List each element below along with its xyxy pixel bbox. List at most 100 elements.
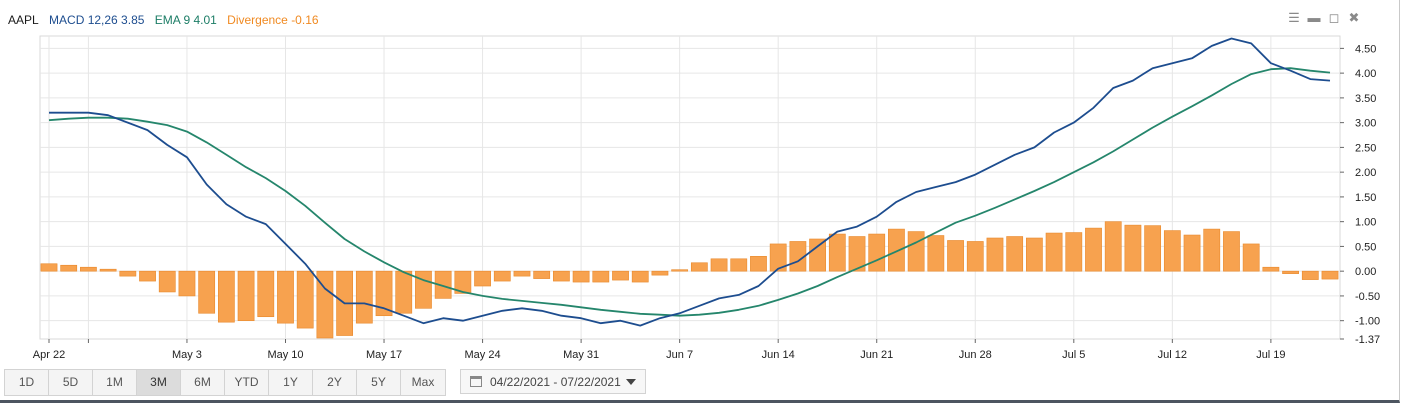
x-tick-label: May 24 [465,349,501,361]
divergence-bar [493,270,511,282]
minimize-icon[interactable]: ▬ [1307,10,1321,25]
range-button-5d[interactable]: 5D [49,370,93,395]
legend-ema[interactable]: EMA 9 4.01 [154,13,217,27]
divergence-bar [434,270,452,299]
y-tick-label: 3.50 [1355,93,1376,105]
legend-divergence[interactable]: Divergence -0.16 [227,13,319,27]
range-button-1m[interactable]: 1M [93,370,137,395]
divergence-bar [1203,228,1221,272]
divergence-bar [769,243,787,272]
y-tick-label: -1.37 [1355,334,1380,346]
x-tick-label: Jun 14 [762,349,795,361]
divergence-bar [592,270,610,283]
divergence-bar [750,256,767,272]
macd-line [49,37,1331,327]
divergence-bar [868,233,886,272]
divergence-bar [178,270,196,297]
divergence-bar [828,233,846,272]
x-tick-label: May 17 [366,349,402,361]
divergence-bar [710,258,728,272]
x-tick-label: May 3 [172,349,202,361]
legend-macd[interactable]: MACD 12,26 3.85 [49,13,145,27]
y-tick-label: 1.50 [1355,192,1376,204]
divergence-bar [513,270,531,277]
divergence-bar [730,258,748,272]
y-tick-label: 2.50 [1355,142,1376,154]
menu-icon[interactable]: ☰ [1288,10,1300,25]
divergence-bar [80,266,97,272]
date-range-text: 04/22/2021 - 07/22/2021 [490,374,621,389]
divergence-bar [40,263,58,272]
x-tick-label: Apr 22 [33,349,65,361]
divergence-bar [533,270,551,279]
divergence-bar [217,270,235,323]
x-tick-label: Jun 7 [666,349,693,361]
divergence-bar [237,270,255,321]
divergence-bar [1065,232,1083,272]
divergence-bar [60,264,78,272]
y-tick-label: 3.00 [1355,118,1376,130]
divergence-bar [809,238,826,272]
divergence-bar [474,270,491,287]
chart-lines [48,37,1331,327]
divergence-bar [395,270,413,314]
divergence-bar [690,262,708,272]
chart-grid [39,35,1341,340]
calendar-icon [470,376,482,387]
divergence-bar [927,235,945,272]
divergence-bar [1223,231,1240,272]
date-range-picker[interactable]: 04/22/2021 - 07/22/2021 [460,369,646,394]
range-button-3m[interactable]: 3M [137,370,181,395]
range-toolbar: 1D 5D 1M 3M 6M YTD 1Y 2Y 5Y Max [4,369,446,396]
divergence-bar [1144,225,1162,272]
y-tick-label: 1.00 [1355,217,1376,229]
x-tick-label: Jul 5 [1062,349,1085,361]
range-button-2y[interactable]: 2Y [313,370,357,395]
chevron-down-icon [626,378,636,385]
y-axis: 4.50 4.00 3.50 3.00 2.50 2.00 1.50 1.00 0.50 0.00… [1340,43,1380,346]
range-button-max[interactable]: Max [411,375,435,389]
y-tick-label: -1.00 [1355,316,1380,328]
divergence-bar [375,270,393,317]
ema-line [48,67,1331,317]
maximize-icon[interactable]: ◻ [1328,10,1340,25]
x-tick-label: Jun 28 [959,349,992,361]
chart-legend: AAPL MACD 12,26 3.85 EMA 9 4.01 Divergen… [8,13,326,29]
divergence-bar [257,270,275,318]
divergence-bar [631,270,649,283]
y-tick-label: -0.50 [1355,291,1380,303]
close-icon[interactable]: ✖ [1348,10,1360,25]
y-tick-label: 4.50 [1355,43,1376,55]
divergence-bar [888,228,905,272]
legend-symbol: AAPL [8,13,39,27]
divergence-bar [1104,221,1122,272]
divergence-bar [986,237,1004,272]
y-tick-label: 0.00 [1355,266,1376,278]
divergence-bar [99,268,117,272]
x-axis: Apr 22 May 3 May 10 May 17 May 24 May 31 Jun 7… [33,339,1286,361]
divergence-bar [671,269,689,272]
divergence-bar [966,241,984,272]
divergence-bars [40,221,1339,339]
range-button-1y[interactable]: 1Y [269,370,313,395]
divergence-bar [454,270,472,294]
divergence-bar [415,270,432,309]
y-tick-label: 0.50 [1355,241,1376,253]
divergence-bar [572,270,590,283]
range-button-ytd[interactable]: YTD [225,370,269,395]
divergence-bar [1282,270,1299,274]
divergence-bar [139,270,156,282]
divergence-bar [1321,270,1339,280]
divergence-bar [1026,237,1043,272]
x-tick-label: Jul 19 [1256,349,1285,361]
divergence-bar [1242,243,1260,272]
range-button-5y[interactable]: 5Y [357,370,401,395]
divergence-bar [612,270,629,281]
window-controls: ☰ ▬ ◻ ✖ [1287,11,1361,25]
divergence-bar [158,270,176,293]
divergence-bar [1045,232,1063,272]
range-button-1d[interactable]: 1D [5,370,49,395]
range-button-6m[interactable]: 6M [181,370,225,395]
